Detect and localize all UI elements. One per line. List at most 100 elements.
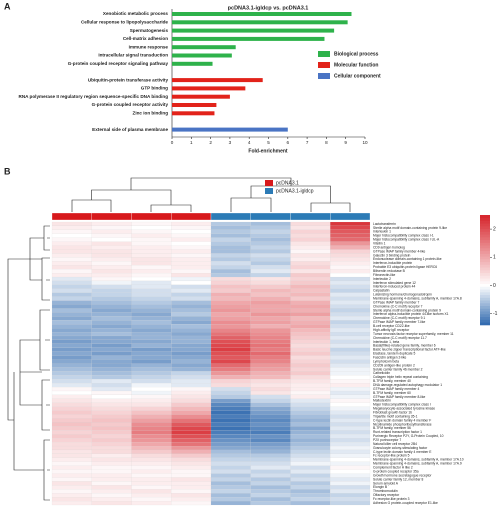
row-label: Maltodextrin bbox=[373, 399, 391, 403]
heatmap-cell bbox=[290, 225, 331, 230]
heatmap-cell bbox=[91, 245, 132, 250]
heatmap-cell bbox=[290, 445, 331, 451]
heatmap-cell bbox=[250, 383, 291, 388]
heatmap-cell bbox=[330, 465, 371, 470]
heatmap-cell bbox=[250, 324, 291, 329]
heatmap-cell bbox=[91, 320, 132, 325]
heatmap-cell bbox=[51, 265, 92, 270]
heatmap-cell bbox=[51, 485, 92, 490]
heatmap-cell bbox=[131, 245, 172, 250]
heatmap-cell bbox=[131, 249, 172, 254]
heatmap-cell bbox=[330, 276, 371, 282]
heatmap-cell bbox=[250, 343, 291, 348]
heatmap-cell bbox=[51, 320, 92, 325]
legend-label: pcDNA3.1-igldcp bbox=[276, 188, 314, 194]
colorbar-segment bbox=[480, 234, 490, 238]
heatmap-cell bbox=[210, 233, 251, 238]
heatmap-cell bbox=[171, 379, 212, 384]
row-label: GTPase IMAP family member 4 bbox=[373, 387, 419, 391]
heatmap-cell bbox=[171, 485, 212, 490]
heatmap-cell bbox=[210, 269, 251, 274]
heatmap-cell bbox=[330, 398, 371, 403]
heatmap-cell bbox=[290, 363, 331, 368]
heatmap-cell bbox=[250, 379, 291, 384]
heatmap-cell bbox=[330, 273, 371, 278]
heatmap-cell bbox=[250, 249, 291, 254]
heatmap-cell bbox=[210, 457, 251, 462]
heatmap-cell bbox=[210, 426, 251, 431]
row-label: GTPase IMAP family member 8-like bbox=[373, 395, 426, 399]
heatmap-cell bbox=[210, 410, 251, 415]
category-label: External side of plasma membrane bbox=[92, 127, 168, 132]
heatmap-cell bbox=[171, 280, 212, 285]
colorbar-segment bbox=[480, 322, 490, 326]
heatmap-cell bbox=[131, 237, 172, 242]
heatmap-cell bbox=[171, 449, 212, 454]
heatmap-cell bbox=[330, 312, 371, 317]
heatmap-cell bbox=[171, 355, 212, 360]
heatmap-cell bbox=[250, 445, 291, 451]
heatmap-cell bbox=[210, 257, 251, 262]
heatmap-cell bbox=[171, 418, 212, 423]
heatmap-cell bbox=[210, 387, 251, 392]
column-dendrogram bbox=[71, 177, 351, 212]
heatmap-cell bbox=[330, 245, 371, 250]
row-label: Fibronectin-like bbox=[373, 273, 396, 277]
heatmap-cell bbox=[91, 328, 132, 333]
heatmap-cell bbox=[290, 367, 331, 372]
row-label: Luteinizing hormone/choriogonadotropin bbox=[373, 293, 432, 297]
heatmap-cell bbox=[91, 249, 132, 254]
heatmap-cell bbox=[210, 422, 251, 427]
heatmap-cell bbox=[51, 233, 92, 238]
heatmap-cell bbox=[51, 406, 92, 411]
row-label: Fasciclin antigen 2-like bbox=[373, 355, 407, 359]
heatmap-cell bbox=[290, 469, 331, 474]
heatmap-cell bbox=[290, 406, 331, 411]
heatmap-cell bbox=[171, 489, 212, 494]
heatmap-cell bbox=[330, 434, 371, 439]
heatmap-cell bbox=[250, 328, 291, 333]
heatmap-cell bbox=[330, 241, 371, 246]
row-label: Interleukin 1 bbox=[373, 230, 391, 234]
heatmap-cell bbox=[91, 493, 132, 498]
heatmap-cell bbox=[290, 265, 331, 270]
heatmap-cell bbox=[91, 477, 132, 482]
heatmap-cell bbox=[290, 426, 331, 431]
heatmap-cell bbox=[51, 351, 92, 356]
colorbar-segment bbox=[480, 311, 490, 315]
colorbar-segment bbox=[480, 270, 490, 274]
colorbar-segment bbox=[480, 220, 490, 224]
heatmap-cell bbox=[330, 390, 371, 395]
heatmap-cell bbox=[290, 245, 331, 250]
heatmap-cell bbox=[290, 383, 331, 388]
group-bar bbox=[290, 212, 331, 221]
heatmap-cell bbox=[51, 442, 92, 447]
row-label: Tripartite motif containing 35-1 bbox=[373, 414, 418, 418]
heatmap-cell bbox=[131, 363, 172, 368]
heatmap-cell bbox=[51, 245, 92, 250]
heatmap-cell bbox=[250, 442, 291, 447]
heatmap-cell bbox=[210, 288, 251, 293]
heatmap-cell bbox=[330, 261, 371, 266]
category-label: RNA polymerase II regulatory region sequ… bbox=[19, 94, 169, 99]
heatmap-cell bbox=[290, 343, 331, 348]
heatmap-cell bbox=[91, 233, 132, 238]
heatmap-cell bbox=[51, 304, 92, 309]
heatmap-cell bbox=[91, 363, 132, 368]
heatmap-cell bbox=[91, 422, 132, 427]
heatmap-cell bbox=[171, 253, 212, 258]
heatmap-cell bbox=[250, 485, 291, 490]
heatmap-cell bbox=[131, 253, 172, 258]
row-label: Purinergic Receptor P2Y, G-Protein Coupl… bbox=[373, 434, 444, 438]
x-tick-label: 7 bbox=[306, 140, 309, 145]
heatmap-cell bbox=[250, 406, 291, 411]
heatmap-cell bbox=[171, 288, 212, 293]
heatmap-cell bbox=[330, 426, 371, 431]
heatmap-cell bbox=[250, 418, 291, 423]
heatmap-cell bbox=[131, 273, 172, 278]
bar bbox=[172, 12, 352, 16]
heatmap-cell bbox=[250, 387, 291, 392]
heatmap-cell bbox=[330, 343, 371, 348]
heatmap-cell bbox=[51, 438, 92, 443]
